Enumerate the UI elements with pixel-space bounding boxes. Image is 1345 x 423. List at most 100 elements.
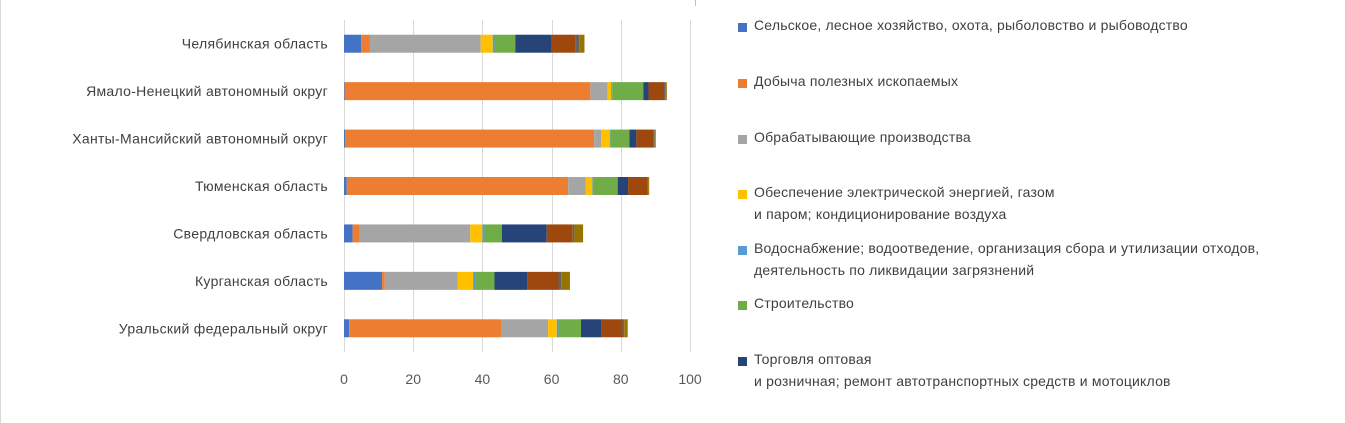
bar-segment [492, 34, 495, 53]
bar-segment [470, 224, 483, 243]
bar-segment [546, 224, 573, 243]
legend-item-manufacturing: Обрабатывающие производства [738, 129, 971, 148]
bar-segment [607, 82, 612, 101]
bar-segment [344, 271, 383, 290]
bar-segment [361, 34, 370, 53]
bar-segment [643, 82, 649, 101]
bar-segment [484, 224, 502, 243]
bar-segment [609, 129, 611, 148]
bar-segment [611, 82, 613, 101]
bar-segment [648, 177, 650, 195]
bar-segment [665, 82, 667, 101]
legend-label: Добыча полезных ископаемых [754, 73, 959, 89]
legend-label: Строительство [754, 295, 855, 311]
bar-segment [369, 34, 481, 53]
x-tick-label: 40 [475, 371, 491, 387]
bar-segment [612, 82, 644, 101]
bar-segment [610, 129, 630, 148]
legend-swatch [738, 135, 747, 144]
bar-segment [579, 34, 585, 53]
bar-segment [344, 82, 345, 101]
bar-segment [617, 177, 629, 195]
x-tick-label: 80 [613, 371, 629, 387]
bar-segment [575, 34, 580, 53]
bar-segment [475, 271, 495, 290]
legend-swatch [738, 357, 747, 366]
legend-label: Сельское, лесное хозяйство, охота, рыбол… [754, 17, 1188, 33]
legend-swatch [738, 190, 747, 199]
legend-swatch [738, 23, 747, 32]
bar-segment [558, 319, 582, 338]
bar-segment [636, 129, 654, 148]
bar-segment [344, 224, 353, 243]
bar-segment [568, 177, 586, 195]
category-label: Челябинская область [182, 36, 328, 52]
bar-segment [344, 319, 350, 338]
bar-segment [501, 319, 549, 338]
bar-segment [590, 82, 608, 101]
legend-swatch [738, 246, 747, 255]
bar-segment [624, 319, 628, 338]
legend-swatch [738, 79, 747, 88]
bar-segment [556, 319, 559, 338]
legend-item-water: Водоснабжение; водоотведение, организаци… [738, 240, 1259, 281]
frame-left-border [0, 0, 1, 423]
bar-segment [561, 271, 570, 290]
x-tick-label: 60 [544, 371, 560, 387]
bar-segment [344, 177, 347, 195]
bar-segment [359, 224, 471, 243]
bar-segment [622, 319, 625, 338]
legend-label: Водоснабжение; водоотведение, организаци… [754, 240, 1260, 278]
legend-label: Торговля оптовая и розничная; ремонт авт… [754, 351, 1171, 389]
bar-segment [551, 34, 576, 53]
category-label: Курганская область [195, 273, 328, 289]
category-label: Тюменская область [195, 178, 328, 194]
bar-segment [344, 82, 591, 101]
x-tick-label: 100 [678, 371, 702, 387]
bar-segment [501, 224, 547, 243]
frame-top-mark [695, 0, 696, 6]
bar-segment [457, 271, 474, 290]
bar-segment [352, 224, 360, 243]
x-tick-label: 20 [405, 371, 421, 387]
legend-item-agriculture: Сельское, лесное хозяйство, охота, рыбол… [738, 17, 1188, 36]
bar-segment [494, 271, 528, 290]
legend-swatch [738, 301, 747, 310]
legend-label: Обрабатывающие производства [754, 129, 971, 145]
bar-segment [344, 129, 346, 148]
bar-segment [344, 34, 362, 53]
bar-segment [581, 319, 602, 338]
plot-area: 0 20 40 60 80 100 Челябинская область Ямало-Нен… [72, 20, 702, 387]
bar-segment [654, 129, 656, 148]
bar-segment [574, 224, 584, 243]
legend-item-construction: Строительство [738, 295, 854, 314]
x-tick-label: 0 [340, 371, 348, 387]
bar-segment [594, 129, 602, 148]
legend: Сельское, лесное хозяйство, охота, рыбол… [738, 0, 1338, 423]
bar-segment [601, 129, 610, 148]
bar-segment [601, 319, 623, 338]
category-label: Ямало-Ненецкий автономный округ [86, 83, 328, 99]
legend-item-trade: Торговля оптовая и розничная; ремонт авт… [738, 351, 1171, 392]
bar-segment [585, 177, 593, 195]
bar-segment [664, 82, 666, 101]
category-label: Уральский федеральный округ [119, 320, 328, 336]
category-label: Ханты-Мансийский автономный округ [72, 131, 328, 147]
bar-segment [349, 319, 502, 338]
bar-segment [548, 319, 557, 338]
bar-segment [572, 224, 575, 243]
bar-segment [628, 177, 648, 195]
legend-label: Обеспечение электрической энергией, газо… [754, 184, 1055, 222]
category-label: Свердловская область [173, 225, 328, 241]
bar-segment [648, 82, 665, 101]
bar-segment [515, 34, 552, 53]
bar-segment [480, 34, 493, 53]
bar-segment [593, 177, 618, 195]
bar-segment [558, 271, 562, 290]
bar-segment [384, 271, 458, 290]
bar-segment [647, 177, 649, 195]
bar-segment [653, 129, 655, 148]
bar-segment [473, 271, 476, 290]
legend-item-energy: Обеспечение электрической энергией, газо… [738, 184, 1055, 225]
